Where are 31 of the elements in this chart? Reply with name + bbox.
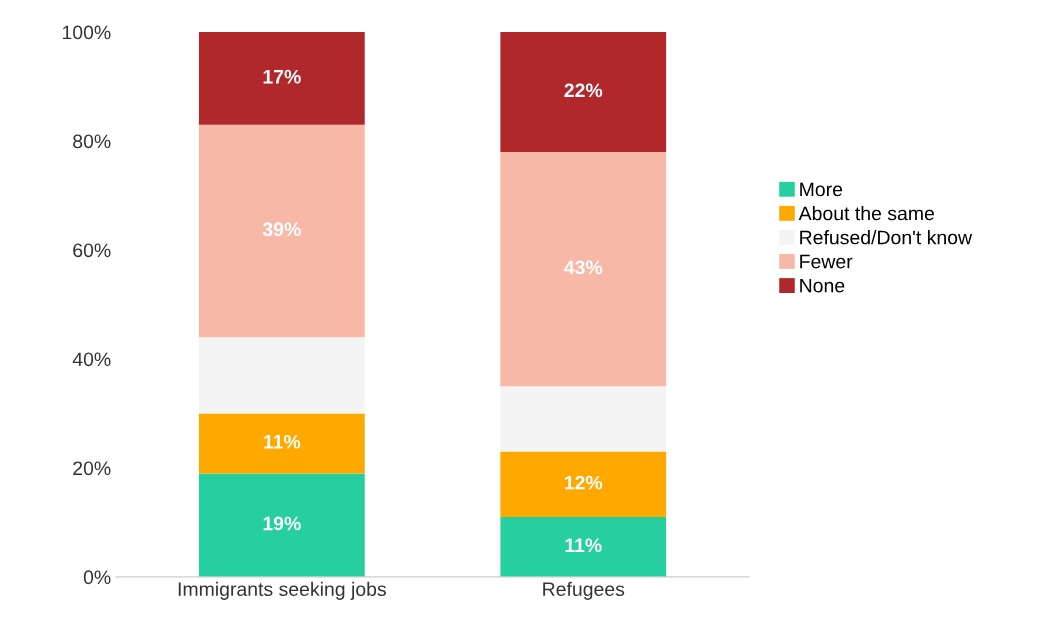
bar	[198, 32, 365, 125]
data-label: 39%	[262, 222, 301, 237]
y-tick-label: 100%	[62, 25, 111, 40]
data-label: 11%	[565, 538, 602, 553]
y-tick-label: 40%	[72, 352, 111, 367]
bar	[198, 337, 365, 414]
x-tick-label: Refugees	[543, 581, 625, 600]
y-tick-label: 20%	[73, 461, 111, 476]
data-label: 17%	[263, 69, 301, 84]
data-label: 19%	[263, 516, 301, 531]
data-label: 22%	[564, 83, 603, 98]
legend-label: Refused/Don't know	[800, 230, 973, 245]
bar	[500, 386, 667, 452]
y-tick-label: 80%	[73, 134, 111, 149]
legend-label: None	[800, 278, 845, 293]
x-tick-label: Immigrants seeking jobs	[178, 581, 386, 600]
data-label: 12%	[565, 475, 603, 490]
bar	[500, 516, 667, 577]
bar	[198, 473, 365, 577]
legend-label: More	[800, 182, 843, 197]
y-tick-label: 0%	[83, 570, 111, 585]
bar	[500, 32, 667, 152]
data-label: 43%	[564, 260, 603, 275]
bar	[198, 413, 365, 474]
legend-label: About the same	[798, 206, 934, 221]
bar	[500, 151, 667, 387]
y-tick-label: 60%	[73, 243, 111, 258]
bar	[198, 124, 365, 338]
bar	[500, 451, 667, 517]
legend-label: Fewer	[800, 254, 853, 269]
data-label: 11%	[264, 434, 301, 449]
